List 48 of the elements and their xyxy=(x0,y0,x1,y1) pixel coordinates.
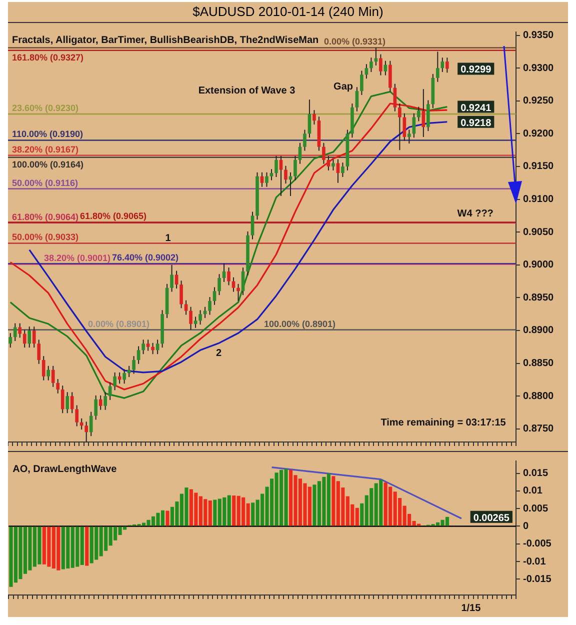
ref-line-label: 0.00% (0.9331) xyxy=(324,36,386,47)
y-tick-label: -0.01 xyxy=(523,556,546,568)
y-tick-label: 0 xyxy=(523,520,529,532)
ref-line-label: 0.00% (0.8901) xyxy=(88,318,150,329)
y-tick-label: 0.8850 xyxy=(523,358,554,370)
ref-line-label: 100.00% (0.9164) xyxy=(12,159,84,170)
y-tick-label: 0.8750 xyxy=(523,424,554,435)
annotation: W4 ??? xyxy=(457,208,494,220)
y-tick-label: 0.9200 xyxy=(523,128,554,140)
ref-line-label: 110.00% (0.9190) xyxy=(12,129,84,140)
ref-line-label: 61.80% (0.9064) xyxy=(12,212,79,222)
y-tick-label: 0.9100 xyxy=(523,194,554,206)
annotation: Extension of Wave 3 xyxy=(198,86,296,96)
y-tick-label: -0.005 xyxy=(523,538,552,550)
ref-line-label: 23.60% (0.9230) xyxy=(12,103,79,113)
y-tick-label: 0.01 xyxy=(523,486,543,497)
annotation: 0.9241 xyxy=(460,102,492,114)
ref-line-label: 61.80% (0.9065) xyxy=(80,211,147,222)
ref-line-label: 50.00% (0.9033) xyxy=(12,232,79,242)
ref-line-label: 38.20% (0.9167) xyxy=(12,144,79,154)
annotation: 0.00265 xyxy=(473,512,510,524)
y-tick-label: 0.9250 xyxy=(523,96,554,107)
annotation: Gap xyxy=(334,81,354,92)
annotation: 1 xyxy=(165,233,172,244)
y-tick-label: 0.9350 xyxy=(523,30,554,42)
chart-subtitle: Fractals, Alligator, BarTimer, BullishBearishDB, The2ndWiseMan xyxy=(12,35,319,46)
chart-title: $AUDUSD 2010-01-14 (240 Min) xyxy=(192,3,384,21)
x-tick-label: 1/15 xyxy=(461,602,482,614)
chart-title: AO, DrawLengthWave xyxy=(12,464,118,475)
y-tick-label: 0.9050 xyxy=(523,226,554,238)
y-tick-label: -0.015 xyxy=(523,574,552,585)
y-tick-label: 0.005 xyxy=(523,503,548,514)
y-tick-label: 0.9300 xyxy=(523,62,554,74)
y-tick-label: 0.9000 xyxy=(523,260,554,271)
y-tick-label: 0.8950 xyxy=(523,292,554,304)
ref-line-label: 100.00% (0.8901) xyxy=(264,318,336,329)
ref-line-label: 38.20% (0.9001) xyxy=(44,253,111,264)
y-tick-label: 0.015 xyxy=(523,468,548,480)
annotation: 0.9299 xyxy=(460,64,492,76)
y-tick-label: 0.8900 xyxy=(523,325,554,336)
ref-line-label: 50.00% (0.9116) xyxy=(12,178,78,188)
ref-line-label: 161.80% (0.9327) xyxy=(12,52,84,62)
ref-line-label: 76.40% (0.9002) xyxy=(112,252,179,263)
annotation: 2 xyxy=(216,348,222,359)
y-tick-label: 0.9150 xyxy=(523,161,554,172)
y-tick-label: 0.8800 xyxy=(523,390,554,402)
annotation: Time remaining = 03:17:15 xyxy=(380,418,506,429)
annotation: 0.9218 xyxy=(460,118,492,129)
